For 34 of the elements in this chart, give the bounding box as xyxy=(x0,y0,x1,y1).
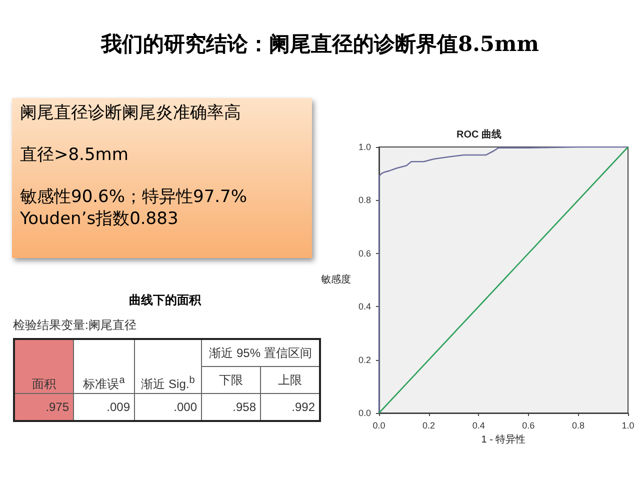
y-tick-label: 0.4 xyxy=(358,302,371,312)
text: 下限 xyxy=(202,366,260,394)
y-tick-label: 1.0 xyxy=(358,142,371,152)
line-series xyxy=(378,146,629,414)
text: 渐近 Sig.$^{b}$ xyxy=(134,339,202,394)
y-tick-label: 0.2 xyxy=(358,354,371,365)
y-tick-label: 0.6 xyxy=(358,248,371,258)
text: 上限 xyxy=(260,366,320,394)
x-tick-label: 0.8 xyxy=(572,420,584,430)
text: 阑尾直径诊断阑尾炎准确率高 xyxy=(20,102,242,124)
text: .009 xyxy=(74,394,134,421)
x-tick-label: 0.6 xyxy=(522,420,535,430)
x-axis-title: 1 - 特异性 xyxy=(481,433,526,446)
y-tick-label: 0.0 xyxy=(358,408,371,418)
text: 检验结果变量:阑尾直径 xyxy=(13,317,138,334)
text: 敏感性90.6%；特异性97.7% xyxy=(20,186,248,208)
text: 我们的研究结论：阑尾直径的诊断界值8.5mm xyxy=(100,30,540,58)
text: .000 xyxy=(134,394,202,421)
text: .958 xyxy=(202,394,260,421)
x-tick-label: 0.0 xyxy=(372,420,386,430)
x-tick-label: 1.0 xyxy=(622,420,634,430)
text: Youden’s指数0.883 xyxy=(20,208,180,230)
text: 直径>8.5mm xyxy=(20,144,130,166)
x-tick-label: 0.2 xyxy=(422,420,436,430)
x-tick-label: 0.4 xyxy=(472,420,485,430)
text: .975 xyxy=(14,394,74,421)
text: 渐近 95% 置信区间 xyxy=(202,339,320,366)
text: 曲线下的面积 xyxy=(128,292,202,309)
chart-title: ROC 曲线 xyxy=(456,128,502,140)
y-axis-title: 敏感度 xyxy=(321,274,351,286)
y-tick-label: 0.8 xyxy=(358,195,371,206)
text: 面积 xyxy=(14,339,74,394)
text: 标准误$^{a}$ xyxy=(74,339,134,394)
text: .992 xyxy=(260,394,320,421)
